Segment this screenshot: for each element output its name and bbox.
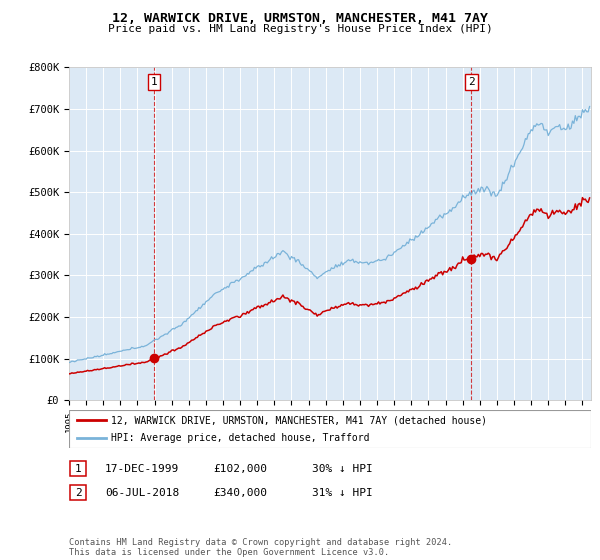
Text: £102,000: £102,000 xyxy=(213,464,267,474)
Text: HPI: Average price, detached house, Trafford: HPI: Average price, detached house, Traf… xyxy=(111,433,369,443)
Text: 2: 2 xyxy=(74,488,82,498)
Text: 17-DEC-1999: 17-DEC-1999 xyxy=(105,464,179,474)
Text: 1: 1 xyxy=(74,464,82,474)
Text: Price paid vs. HM Land Registry's House Price Index (HPI): Price paid vs. HM Land Registry's House … xyxy=(107,24,493,34)
Text: 06-JUL-2018: 06-JUL-2018 xyxy=(105,488,179,498)
Text: 31% ↓ HPI: 31% ↓ HPI xyxy=(312,488,373,498)
Text: 30% ↓ HPI: 30% ↓ HPI xyxy=(312,464,373,474)
Text: Contains HM Land Registry data © Crown copyright and database right 2024.
This d: Contains HM Land Registry data © Crown c… xyxy=(69,538,452,557)
FancyBboxPatch shape xyxy=(70,485,86,501)
Text: 1: 1 xyxy=(151,77,157,87)
Text: £340,000: £340,000 xyxy=(213,488,267,498)
Text: 12, WARWICK DRIVE, URMSTON, MANCHESTER, M41 7AY (detached house): 12, WARWICK DRIVE, URMSTON, MANCHESTER, … xyxy=(111,415,487,425)
Text: 12, WARWICK DRIVE, URMSTON, MANCHESTER, M41 7AY: 12, WARWICK DRIVE, URMSTON, MANCHESTER, … xyxy=(112,12,488,25)
FancyBboxPatch shape xyxy=(70,461,86,476)
Text: 2: 2 xyxy=(468,77,475,87)
FancyBboxPatch shape xyxy=(69,410,591,448)
